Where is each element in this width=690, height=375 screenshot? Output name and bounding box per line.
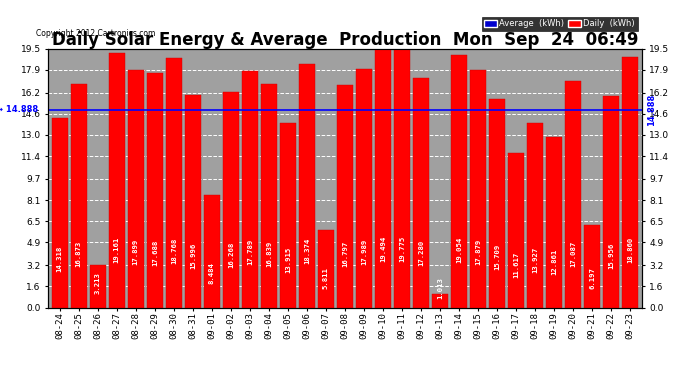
Bar bbox=[241, 72, 258, 308]
Bar bbox=[223, 92, 239, 308]
Text: 6.197: 6.197 bbox=[589, 267, 595, 288]
Bar bbox=[261, 84, 277, 308]
Bar bbox=[166, 58, 182, 308]
Text: 17.688: 17.688 bbox=[152, 239, 158, 266]
Bar bbox=[489, 99, 505, 308]
Text: 17.899: 17.899 bbox=[132, 239, 139, 265]
Bar bbox=[280, 123, 296, 308]
Bar bbox=[185, 95, 201, 308]
Bar bbox=[470, 70, 486, 308]
Text: 1.013: 1.013 bbox=[437, 277, 443, 299]
Bar bbox=[603, 96, 620, 308]
Bar bbox=[375, 49, 391, 308]
Text: 14.888: 14.888 bbox=[647, 94, 656, 126]
Bar bbox=[70, 84, 87, 308]
Bar bbox=[147, 73, 163, 308]
Bar bbox=[318, 230, 334, 308]
Text: Copyright 2012 Cartronics.com: Copyright 2012 Cartronics.com bbox=[37, 29, 156, 38]
Bar bbox=[565, 81, 581, 308]
Text: 13.927: 13.927 bbox=[532, 247, 538, 273]
Text: 16.873: 16.873 bbox=[76, 241, 81, 267]
Text: 17.879: 17.879 bbox=[475, 239, 481, 265]
Text: 14.318: 14.318 bbox=[57, 246, 63, 272]
Text: 18.374: 18.374 bbox=[304, 238, 310, 264]
Bar bbox=[109, 53, 125, 307]
Bar bbox=[451, 55, 467, 308]
Text: 17.789: 17.789 bbox=[247, 239, 253, 266]
Text: 17.087: 17.087 bbox=[570, 241, 576, 267]
Bar bbox=[356, 69, 372, 308]
Bar bbox=[394, 45, 410, 308]
Text: 13.915: 13.915 bbox=[285, 247, 291, 273]
Text: 17.280: 17.280 bbox=[418, 240, 424, 267]
Title: Daily Solar Energy & Average  Production  Mon  Sep  24  06:49: Daily Solar Energy & Average Production … bbox=[52, 31, 638, 49]
Text: 16.268: 16.268 bbox=[228, 242, 234, 268]
Text: 17.989: 17.989 bbox=[361, 239, 367, 265]
Text: 19.494: 19.494 bbox=[380, 236, 386, 262]
Bar bbox=[527, 123, 543, 308]
Text: 11.617: 11.617 bbox=[513, 252, 519, 278]
Text: 15.956: 15.956 bbox=[609, 243, 614, 269]
Legend: Average  (kWh), Daily  (kWh): Average (kWh), Daily (kWh) bbox=[482, 17, 638, 31]
Text: 19.775: 19.775 bbox=[399, 235, 405, 261]
Bar bbox=[52, 117, 68, 308]
Bar bbox=[413, 78, 429, 308]
Text: → 14.888: → 14.888 bbox=[0, 105, 38, 114]
Bar bbox=[546, 137, 562, 308]
Text: 8.484: 8.484 bbox=[209, 262, 215, 284]
Bar bbox=[128, 70, 144, 308]
Bar bbox=[622, 57, 638, 308]
Text: 19.054: 19.054 bbox=[456, 237, 462, 263]
Text: 5.811: 5.811 bbox=[323, 267, 329, 289]
Text: 16.839: 16.839 bbox=[266, 241, 272, 267]
Bar bbox=[508, 153, 524, 308]
Bar bbox=[90, 265, 106, 308]
Bar bbox=[204, 195, 220, 308]
Text: 18.768: 18.768 bbox=[171, 237, 177, 264]
Text: 3.213: 3.213 bbox=[95, 273, 101, 294]
Bar bbox=[337, 85, 353, 308]
Text: 15.709: 15.709 bbox=[494, 243, 500, 270]
Bar bbox=[299, 64, 315, 308]
Text: 15.996: 15.996 bbox=[190, 243, 196, 269]
Text: 18.860: 18.860 bbox=[627, 237, 633, 263]
Text: 16.797: 16.797 bbox=[342, 241, 348, 267]
Text: 12.861: 12.861 bbox=[551, 249, 558, 275]
Bar bbox=[584, 225, 600, 308]
Bar bbox=[432, 294, 448, 307]
Text: 19.161: 19.161 bbox=[114, 237, 120, 263]
